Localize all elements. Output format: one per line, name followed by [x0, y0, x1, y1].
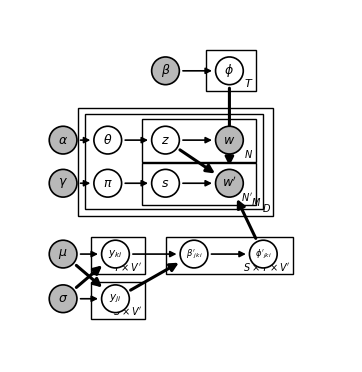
Text: $z$: $z$ [161, 134, 170, 147]
Circle shape [102, 240, 129, 268]
Circle shape [49, 126, 77, 154]
Circle shape [152, 57, 179, 85]
Text: $\phi$: $\phi$ [224, 62, 234, 79]
Circle shape [152, 126, 179, 154]
Circle shape [102, 285, 129, 312]
Text: $D$: $D$ [262, 202, 271, 214]
Circle shape [49, 285, 77, 312]
Text: $T$: $T$ [244, 77, 253, 89]
Circle shape [215, 169, 243, 197]
Text: $S \times T \times V'$: $S \times T \times V'$ [243, 260, 290, 273]
Text: $\pi$: $\pi$ [103, 177, 113, 190]
Text: $w$: $w$ [223, 134, 236, 147]
Text: $y_{ki}$: $y_{ki}$ [108, 248, 123, 260]
Circle shape [249, 240, 277, 268]
Text: $N'$: $N'$ [241, 191, 253, 203]
Text: $\gamma$: $\gamma$ [58, 176, 68, 190]
Text: $\phi'_{jki}$: $\phi'_{jki}$ [255, 247, 272, 261]
Text: $N$: $N$ [244, 148, 253, 160]
Text: $w'$: $w'$ [222, 176, 237, 190]
Circle shape [180, 240, 208, 268]
Circle shape [49, 240, 77, 268]
Text: $M$: $M$ [251, 196, 261, 208]
Circle shape [215, 126, 243, 154]
Text: $\theta$: $\theta$ [103, 133, 113, 147]
Text: $y_{ji}$: $y_{ji}$ [109, 292, 122, 305]
Circle shape [49, 169, 77, 197]
Text: $T \times V'$: $T \times V'$ [113, 260, 142, 273]
Circle shape [94, 169, 122, 197]
Circle shape [94, 126, 122, 154]
Text: $\beta'_{jki}$: $\beta'_{jki}$ [186, 247, 202, 261]
Circle shape [215, 57, 243, 85]
Circle shape [152, 169, 179, 197]
Text: $\beta$: $\beta$ [161, 62, 170, 79]
Text: $\mu$: $\mu$ [58, 247, 68, 261]
Text: $\alpha$: $\alpha$ [58, 134, 68, 147]
Text: $\sigma$: $\sigma$ [58, 292, 68, 305]
Text: $S \times V'$: $S \times V'$ [113, 305, 142, 317]
Text: $s$: $s$ [161, 177, 170, 190]
